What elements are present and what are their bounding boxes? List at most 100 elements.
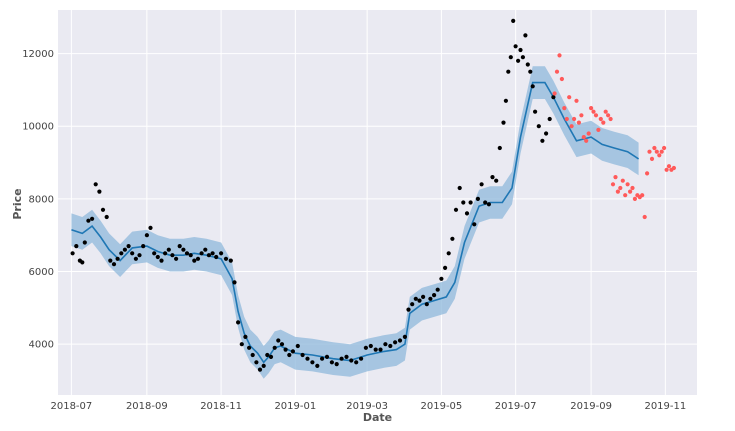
x-tick-label: 2019-03	[346, 401, 388, 412]
plot-area	[58, 10, 697, 395]
actual-point	[254, 360, 259, 365]
actual-point	[383, 342, 388, 347]
actual-point	[513, 44, 518, 49]
actual-point	[184, 251, 190, 256]
actual-point	[82, 240, 87, 245]
test-point	[647, 149, 652, 154]
actual-point	[148, 225, 153, 230]
actual-point	[551, 95, 556, 100]
actual-point	[443, 265, 448, 270]
actual-point	[540, 138, 545, 143]
actual-point	[305, 356, 310, 361]
x-tick-label: 2019-05	[421, 401, 463, 412]
actual-point	[523, 33, 528, 38]
actual-point	[428, 296, 433, 301]
actual-point	[70, 251, 75, 256]
actual-point	[378, 347, 383, 352]
x-tick-label: 2019-01	[274, 401, 316, 412]
x-tick-label: 2019-11	[644, 401, 686, 412]
actual-point	[188, 253, 193, 258]
actual-point	[468, 200, 473, 205]
test-point	[628, 189, 633, 194]
actual-point	[93, 182, 98, 187]
test-point	[593, 113, 599, 118]
actual-point	[533, 109, 538, 114]
actual-point	[247, 345, 252, 350]
test-point	[601, 120, 606, 125]
test-point	[562, 106, 567, 111]
tick-labels: 2018-07 2018-09 2018-11 2019-01 2019-03 2019-…	[22, 49, 686, 412]
actual-point	[163, 251, 168, 256]
test-point	[557, 53, 562, 58]
test-point	[642, 214, 647, 220]
test-point	[630, 185, 635, 191]
test-point	[559, 76, 565, 82]
actual-point	[228, 258, 233, 263]
x-tick-label: 2018-11	[200, 401, 242, 412]
actual-point	[152, 251, 157, 256]
actual-point	[287, 352, 292, 358]
actual-point	[181, 247, 186, 252]
actual-point	[122, 247, 127, 252]
test-point	[552, 91, 557, 96]
actual-point	[166, 247, 171, 252]
actual-point	[483, 200, 488, 205]
actual-point	[243, 334, 248, 339]
test-point	[625, 182, 630, 187]
actual-point	[104, 214, 109, 220]
x-tick-label: 2019-09	[570, 401, 612, 412]
actual-point	[421, 294, 426, 299]
actual-point	[324, 354, 330, 359]
data-points	[70, 18, 677, 372]
actual-point	[141, 244, 146, 249]
x-tick-label: 2018-09	[126, 401, 168, 412]
actual-point	[402, 334, 407, 339]
actual-point	[108, 258, 113, 263]
test-point	[645, 171, 650, 176]
actual-point	[265, 352, 270, 358]
actual-point	[453, 207, 459, 212]
y-tick-label: 6000	[29, 267, 54, 278]
actual-point	[363, 345, 368, 350]
actual-point	[126, 244, 131, 249]
test-point	[564, 116, 569, 122]
actual-point	[503, 98, 508, 103]
actual-point	[223, 256, 229, 261]
actual-point	[310, 360, 315, 365]
actual-point	[393, 340, 398, 345]
actual-point	[334, 362, 339, 367]
actual-point	[320, 356, 325, 361]
actual-point	[475, 196, 480, 201]
x-axis-title: Date	[363, 411, 392, 424]
y-tick-label: 8000	[29, 194, 54, 205]
actual-point	[472, 222, 477, 227]
actual-point	[457, 185, 462, 191]
actual-point	[232, 280, 237, 285]
actual-point	[461, 200, 466, 205]
test-point	[581, 135, 586, 140]
actual-point	[424, 302, 429, 307]
actual-point	[494, 178, 499, 183]
actual-point	[525, 62, 530, 67]
actual-point	[214, 254, 219, 260]
test-point	[615, 189, 621, 194]
actual-point	[236, 320, 241, 325]
actual-point	[219, 251, 224, 256]
actual-point	[511, 18, 516, 23]
actual-point	[486, 202, 491, 207]
x-tick-label: 2019-07	[495, 401, 537, 412]
actual-point	[530, 84, 535, 89]
test-point	[584, 138, 589, 143]
actual-point	[479, 182, 484, 187]
test-point	[567, 95, 572, 100]
test-point	[662, 145, 667, 151]
actual-point	[518, 47, 523, 53]
y-tick-label: 4000	[29, 340, 54, 351]
actual-point	[130, 251, 135, 256]
test-point	[554, 69, 560, 74]
actual-point	[516, 58, 521, 63]
test-point	[620, 178, 625, 183]
test-point	[579, 113, 584, 118]
actual-point	[497, 145, 502, 151]
